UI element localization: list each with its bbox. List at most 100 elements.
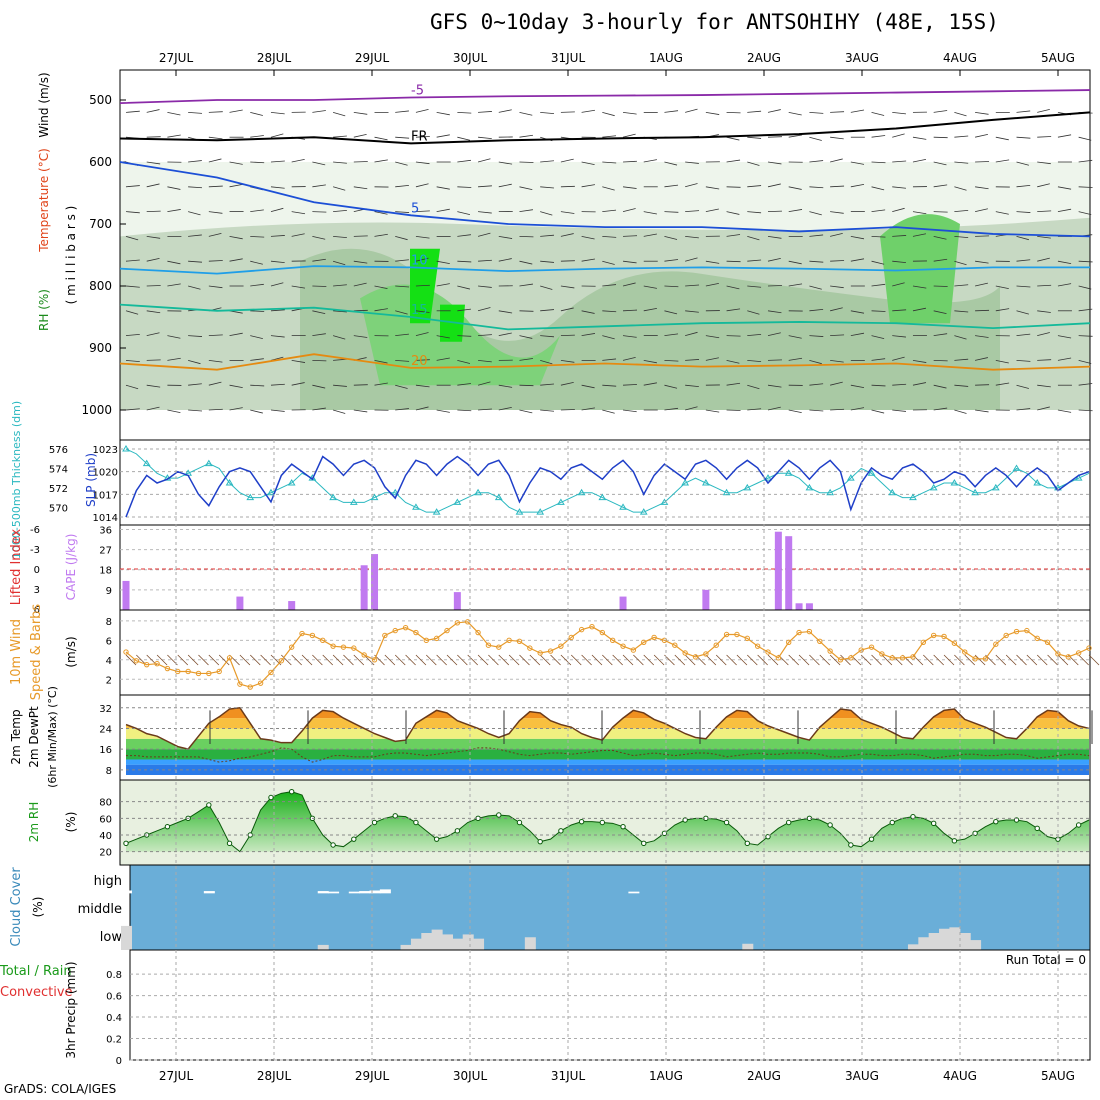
rh-point xyxy=(558,828,564,834)
wind-barb xyxy=(912,307,927,312)
thickness-point xyxy=(536,508,545,515)
wind-barb xyxy=(188,383,202,386)
ylabel-slp: SLP (mb) xyxy=(84,453,98,507)
wind-barb xyxy=(767,654,779,666)
wind-barb xyxy=(602,186,615,191)
wind-barb xyxy=(1005,654,1017,666)
date-label-top: 27JUL xyxy=(159,51,194,65)
wind-barb xyxy=(218,654,230,666)
wind-barb xyxy=(1016,360,1031,362)
wind-barb xyxy=(705,186,720,190)
wind-barb xyxy=(498,310,513,314)
wind-barb xyxy=(167,409,181,414)
wind-barb xyxy=(860,654,872,666)
wind-point xyxy=(786,639,792,645)
wind-barb xyxy=(312,258,326,262)
thickness-tick: 576 xyxy=(49,445,68,456)
rh-point xyxy=(910,813,916,820)
wind-barb xyxy=(322,654,334,666)
wind-point xyxy=(247,684,253,690)
wind-point xyxy=(433,635,440,642)
run-total: Run Total = 0 xyxy=(1006,953,1086,967)
wind-barb xyxy=(125,384,139,390)
wind-barb xyxy=(540,234,555,237)
thickness-point xyxy=(267,488,275,496)
wind-barb xyxy=(995,654,1007,666)
wind-barb xyxy=(912,211,927,215)
ylabel-minmax: (6hr Min/Max) (°C) xyxy=(46,686,59,788)
wind-barb xyxy=(457,159,471,163)
rh-point xyxy=(392,813,398,819)
wind-barb xyxy=(664,236,678,240)
wind-barb xyxy=(850,258,865,262)
wind-barb xyxy=(892,309,907,312)
wind-barb xyxy=(229,184,243,188)
wind-barb xyxy=(830,260,845,262)
wind-barb xyxy=(892,409,906,412)
wind-barb xyxy=(560,360,575,363)
wind-barb xyxy=(1037,183,1050,188)
wind-barb xyxy=(125,285,140,288)
wind-barb xyxy=(291,233,305,237)
wind-barb xyxy=(188,360,201,365)
wind-point xyxy=(454,620,461,626)
wind-barb xyxy=(374,308,388,312)
wind-barb xyxy=(1047,654,1058,666)
wind-barb xyxy=(146,384,161,388)
thickness-point xyxy=(515,508,524,515)
wind-barb xyxy=(602,310,617,313)
rh-tick: 20 xyxy=(99,848,112,859)
contour-orange xyxy=(119,353,1091,371)
wind-barb xyxy=(685,331,698,336)
wind-barb xyxy=(643,211,657,215)
wind-point xyxy=(630,647,637,653)
wind-barb xyxy=(1016,184,1031,188)
wind-point xyxy=(558,643,564,649)
contour-label: 15 xyxy=(411,303,428,318)
wind-barb xyxy=(871,135,886,138)
ylabel-2m-temp: 2m Temp xyxy=(9,709,23,764)
wind-barb xyxy=(809,234,824,237)
wind-barb xyxy=(747,310,760,315)
wind-barb xyxy=(415,384,430,388)
wind-barb xyxy=(850,161,865,165)
rh-point xyxy=(744,840,750,847)
wind-barb xyxy=(975,208,988,212)
date-label-top: 2AUG xyxy=(747,51,781,65)
rh-shade-green xyxy=(880,214,960,324)
wind-barb xyxy=(312,654,323,666)
wind-barb xyxy=(685,236,699,239)
cloud-high-bar xyxy=(317,891,329,894)
wind-barb xyxy=(871,409,885,414)
wind-barb xyxy=(623,235,637,237)
wind-barb xyxy=(995,211,1009,215)
date-label-bottom: 28JUL xyxy=(257,1069,292,1083)
wind-barb xyxy=(125,333,140,336)
wind-barb xyxy=(436,208,450,212)
wind-barb xyxy=(747,161,760,166)
wind-barb xyxy=(840,654,851,666)
wind-barb xyxy=(747,408,762,411)
wind-barb xyxy=(809,654,820,666)
wind-barb xyxy=(995,308,1010,312)
slp-tick: 1023 xyxy=(93,445,118,456)
wind-barb xyxy=(954,654,965,666)
wind-barb xyxy=(1078,360,1092,364)
wind-barb xyxy=(436,654,447,666)
rh-point xyxy=(413,819,419,826)
thickness-point xyxy=(971,488,979,496)
wind-point xyxy=(765,649,771,655)
wind-barb xyxy=(1016,236,1029,241)
wind-barb xyxy=(395,211,410,213)
contour-purple xyxy=(119,89,1091,104)
wind-barb xyxy=(249,654,261,666)
wind-barb xyxy=(332,409,346,414)
wind-barb xyxy=(705,335,720,339)
wind-barb xyxy=(705,357,719,361)
wind-barb xyxy=(1078,260,1093,263)
wind-barb xyxy=(260,654,271,666)
wind-barb xyxy=(892,335,906,338)
wind-barb xyxy=(974,654,986,666)
wind-point xyxy=(920,639,927,645)
